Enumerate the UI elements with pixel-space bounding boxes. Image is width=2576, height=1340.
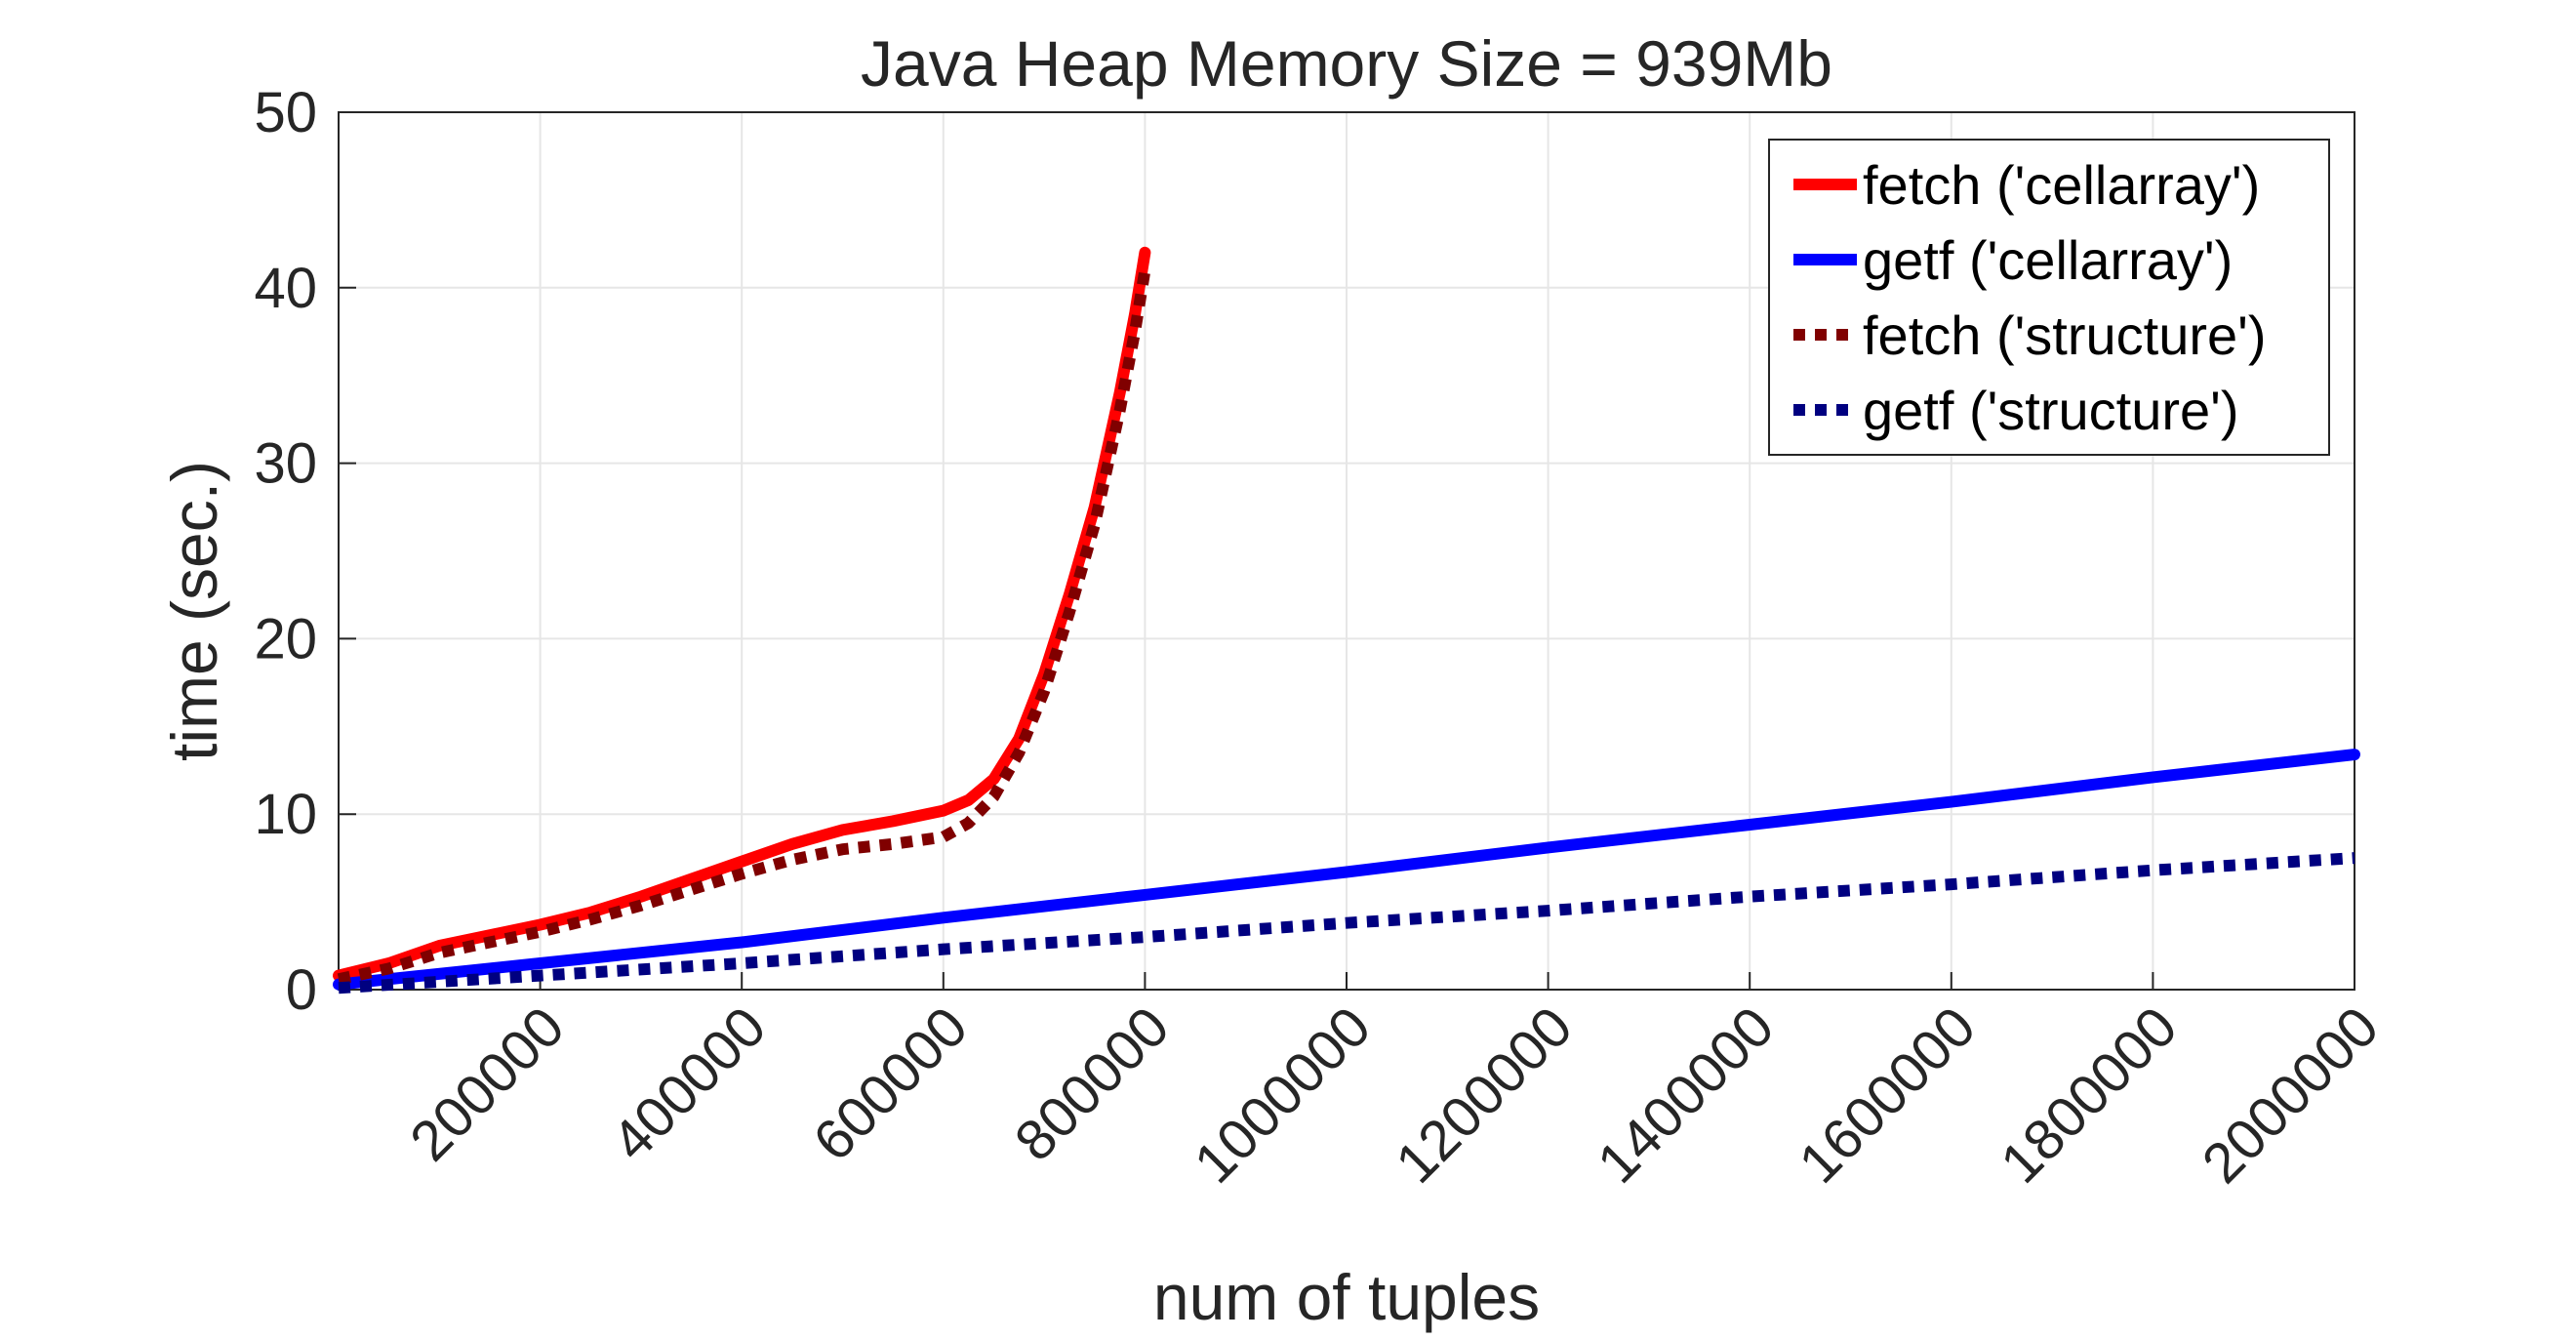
y-axis: 0 10 20 30 40 50 — [254, 81, 356, 1022]
y-tick-label: 20 — [254, 607, 317, 670]
y-tick-label: 50 — [254, 81, 317, 144]
x-tick-label: 1400000 — [1586, 995, 1787, 1196]
x-axis-label: num of tuples — [1153, 1261, 1540, 1333]
legend-box — [1768, 139, 2330, 456]
x-tick-label: 1800000 — [1989, 995, 2190, 1196]
x-tick-label: 1600000 — [1787, 995, 1988, 1196]
series-line-1 — [333, 749, 2360, 991]
legend: fetch ('cellarray') getf ('cellarray') fet… — [1768, 139, 2330, 456]
y-tick-label: 0 — [286, 958, 317, 1022]
legend-label-0: fetch ('cellarray') — [1863, 154, 2260, 216]
legend-label-1: getf ('cellarray') — [1863, 229, 2233, 291]
x-tick-label: 1200000 — [1384, 995, 1585, 1196]
legend-label-3: getf ('structure') — [1863, 380, 2239, 441]
x-tick-label: 1000000 — [1183, 995, 1384, 1196]
x-tick-label: 2000000 — [2191, 995, 2392, 1196]
x-tick-label: 600000 — [801, 995, 980, 1173]
y-tick-label: 40 — [254, 257, 317, 320]
series-line-2 — [337, 268, 1151, 986]
y-tick-label: 30 — [254, 432, 317, 496]
y-tick-label: 10 — [254, 783, 317, 846]
legend-label-2: fetch ('structure') — [1863, 305, 2267, 366]
x-tick-label: 400000 — [600, 995, 779, 1173]
series-line-3 — [338, 852, 2355, 995]
x-tick-label: 200000 — [398, 995, 577, 1173]
x-tick-label: 800000 — [1003, 995, 1182, 1173]
x-axis: 200000 400000 600000 800000 1000000 1200000 14… — [398, 972, 2391, 1196]
series-layer — [333, 246, 2360, 995]
y-axis-label: time (sec.) — [158, 461, 230, 761]
chart-title: Java Heap Memory Size = 939Mb — [861, 27, 1832, 100]
